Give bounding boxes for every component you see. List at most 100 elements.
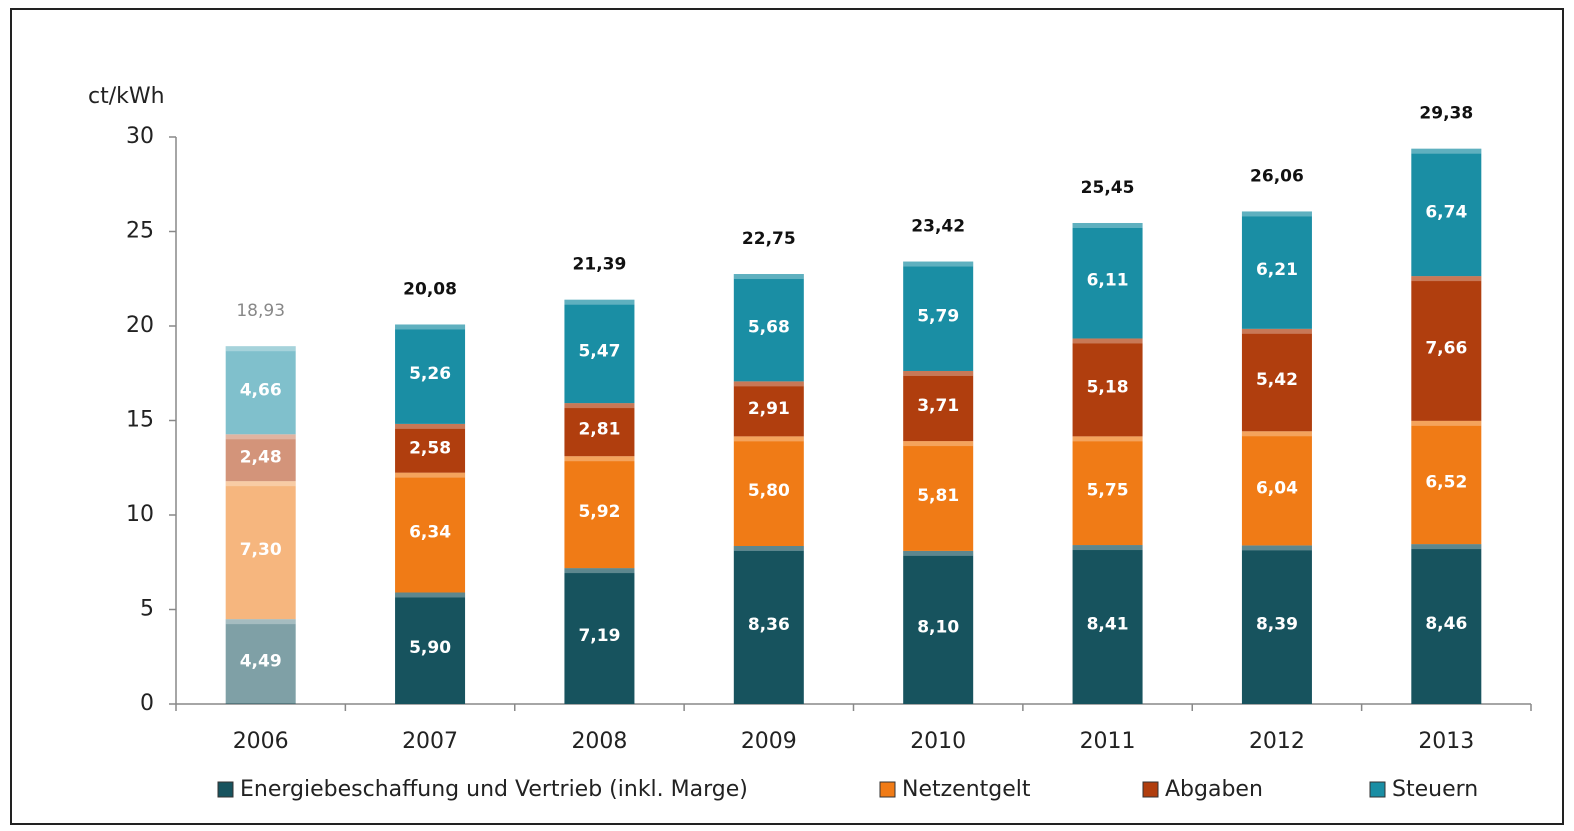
value-label: 5,47 xyxy=(578,341,620,361)
x-tick-label: 2006 xyxy=(233,729,289,754)
bar-segment xyxy=(564,403,635,457)
x-tick-label: 2013 xyxy=(1418,729,1474,754)
bar-highlight xyxy=(733,274,804,280)
bar-segment xyxy=(733,545,804,704)
legend-label: Steuern xyxy=(1392,777,1478,802)
bar-highlight xyxy=(395,324,466,330)
y-tick-label: 30 xyxy=(126,124,154,149)
value-label: 5,81 xyxy=(917,486,959,506)
bar-group: 8,36 5,80 2,91 5,68 xyxy=(733,274,804,704)
total-label: 21,39 xyxy=(573,255,627,275)
x-tick-label: 2007 xyxy=(402,729,458,754)
value-label: 8,36 xyxy=(748,615,790,635)
value-label: 4,66 xyxy=(240,380,282,400)
bar-segment xyxy=(225,481,296,620)
value-label: 2,48 xyxy=(240,448,282,468)
bar-segment xyxy=(1411,544,1482,704)
x-tick-label: 2009 xyxy=(741,729,797,754)
bar-highlight xyxy=(395,423,466,429)
value-label: 7,66 xyxy=(1425,338,1467,358)
value-label: 2,58 xyxy=(409,438,451,458)
bar-segment xyxy=(1072,222,1143,339)
bar-group: 4,49 7,30 2,48 4,66 xyxy=(225,346,296,704)
total-label: 22,75 xyxy=(742,229,796,249)
y-tick-label: 10 xyxy=(126,502,154,527)
x-tick-label: 2008 xyxy=(571,729,627,754)
bar-segment xyxy=(733,436,804,546)
x-tick-label: 2012 xyxy=(1249,729,1305,754)
bar-highlight xyxy=(1411,276,1482,282)
y-tick-label: 5 xyxy=(140,597,154,622)
value-label: 6,34 xyxy=(409,523,451,543)
y-tick-label: 20 xyxy=(126,313,154,338)
bar-highlight xyxy=(564,403,635,409)
bar-segment xyxy=(1241,211,1312,329)
value-label: 5,18 xyxy=(1087,377,1129,397)
bar-segment xyxy=(395,423,466,473)
bar-segment xyxy=(733,381,804,437)
bar-highlight xyxy=(1072,545,1143,551)
bar-highlight xyxy=(564,568,635,574)
bar-group: 5,90 6,34 2,58 5,26 xyxy=(395,324,466,704)
value-label: 5,90 xyxy=(409,638,451,658)
bar-segment xyxy=(564,568,635,704)
bar-segment xyxy=(225,619,296,704)
bar-highlight xyxy=(225,619,296,625)
bar-segment xyxy=(225,346,296,435)
bar-highlight xyxy=(225,434,296,440)
bar-segment xyxy=(903,441,974,551)
legend-swatch xyxy=(1142,781,1159,798)
bar-segment xyxy=(395,472,466,593)
total-label: 23,42 xyxy=(911,216,965,236)
total-label: 25,45 xyxy=(1081,178,1135,198)
bar-highlight xyxy=(1411,148,1482,154)
bar-highlight xyxy=(564,456,635,462)
value-label: 5,42 xyxy=(1256,370,1298,390)
bar-segment xyxy=(1241,431,1312,546)
bar-segment xyxy=(1411,420,1482,545)
bar-group: 7,19 5,92 2,81 5,47 xyxy=(564,299,635,704)
bar-highlight xyxy=(733,545,804,551)
bar-highlight xyxy=(1241,431,1312,437)
bar-segment xyxy=(903,261,974,371)
value-label: 5,92 xyxy=(578,502,620,522)
bar-highlight xyxy=(225,346,296,352)
bar-segment xyxy=(1072,545,1143,704)
bar-highlight xyxy=(733,381,804,387)
total-label: 20,08 xyxy=(403,279,457,299)
bar-highlight xyxy=(564,299,635,305)
value-label: 2,91 xyxy=(748,399,790,419)
value-label: 7,19 xyxy=(578,626,620,646)
bar-highlight xyxy=(1072,222,1143,228)
legend-swatch xyxy=(879,781,896,798)
legend-swatch xyxy=(1369,781,1386,798)
value-label: 5,68 xyxy=(748,318,790,338)
value-label: 8,41 xyxy=(1087,615,1129,635)
value-label: 7,30 xyxy=(240,540,282,560)
y-tick-label: 25 xyxy=(126,219,154,244)
bar-highlight xyxy=(1411,544,1482,550)
x-tick-label: 2011 xyxy=(1080,729,1136,754)
value-label: 6,04 xyxy=(1256,478,1298,498)
bar-segment xyxy=(1241,328,1312,432)
value-label: 8,39 xyxy=(1256,615,1298,635)
total-label: 18,93 xyxy=(236,301,285,321)
bar-highlight xyxy=(1411,420,1482,426)
value-label: 3,71 xyxy=(917,396,959,416)
y-tick-label: 0 xyxy=(140,691,154,716)
y-tick-label: 15 xyxy=(126,408,154,433)
bar-highlight xyxy=(903,370,974,376)
bar-segment xyxy=(395,324,466,424)
value-label: 8,46 xyxy=(1425,614,1467,634)
value-label: 6,11 xyxy=(1087,271,1129,291)
bar-segment xyxy=(225,434,296,482)
bar-highlight xyxy=(225,481,296,487)
value-label: 6,74 xyxy=(1425,202,1467,222)
bar-segment xyxy=(733,274,804,382)
bar-group: 8,41 5,75 5,18 6,11 xyxy=(1072,222,1143,704)
bar-segment xyxy=(1072,338,1143,437)
total-label: 29,38 xyxy=(1419,104,1473,124)
value-label: 4,49 xyxy=(240,652,282,672)
bar-highlight xyxy=(1072,436,1143,442)
y-axis-label: ct/kWh xyxy=(88,84,165,109)
